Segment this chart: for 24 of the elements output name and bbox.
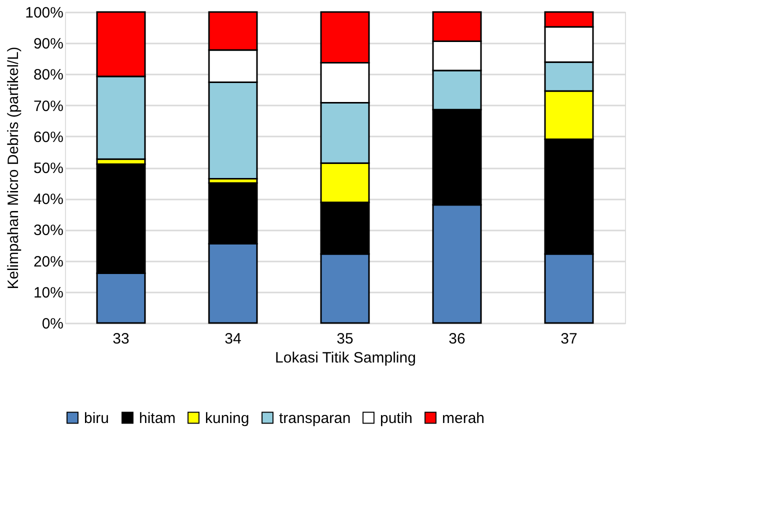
y-tick-label: 0% (42, 316, 64, 332)
y-tick-label: 80% (33, 66, 64, 84)
y-tick-label: 60% (33, 128, 64, 146)
legend-label: hitam (139, 410, 176, 427)
legend-label: kuning (205, 410, 250, 427)
legend-label: biru (84, 410, 110, 427)
y-tick-label: 90% (33, 36, 64, 53)
x-tick-label: 37 (560, 330, 578, 348)
y-tick-label: 40% (33, 191, 64, 208)
y-axis-title: Kelimpahan Micro Debris (partikel/L) (5, 46, 22, 290)
y-tick-label: 50% (33, 160, 64, 177)
y-tick-label: 10% (33, 284, 64, 302)
legend-label: transparan (279, 410, 351, 427)
x-tick-label: 35 (336, 330, 354, 348)
x-tick-label: 33 (112, 330, 130, 348)
x-tick-label: 36 (448, 330, 466, 348)
y-tick-label: 30% (33, 222, 64, 240)
legend-label: merah (442, 410, 485, 427)
x-tick-label: 34 (224, 330, 242, 348)
legend-label: putih (380, 410, 413, 427)
y-tick-label: 100% (25, 4, 64, 22)
y-tick-label: 70% (33, 98, 64, 115)
x-axis-title: Lokasi Titik Sampling (275, 350, 416, 366)
y-tick-label: 20% (33, 253, 64, 270)
